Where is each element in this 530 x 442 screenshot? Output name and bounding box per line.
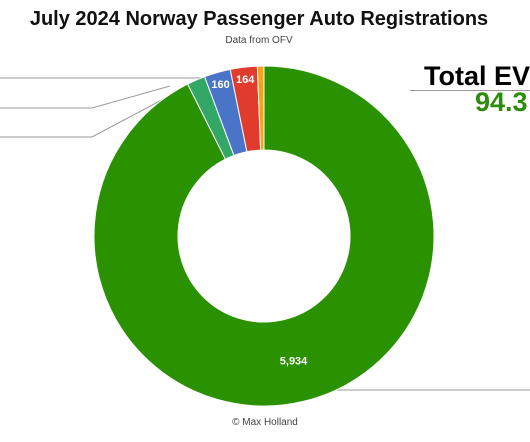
slices xyxy=(93,65,435,407)
slice-0 xyxy=(93,65,435,407)
credit: © Max Holland xyxy=(232,417,298,428)
chart-subtitle: Data from OFV xyxy=(225,35,293,46)
slice-labels: 5,934 160 164 xyxy=(211,74,308,367)
slice-label-3: 164 xyxy=(236,74,255,86)
ev-annotation-value: 94.3 xyxy=(475,87,528,117)
ev-annotation-rule xyxy=(410,90,530,91)
leader-lines xyxy=(0,77,530,391)
slice-label-2: 160 xyxy=(211,79,229,91)
slice-label-0: 5,934 xyxy=(280,356,308,368)
ev-annotation-label: Total EV xyxy=(424,61,530,91)
slice-4 xyxy=(256,65,265,151)
leader-line-2 xyxy=(0,85,189,138)
chart-title: July 2024 Norway Passenger Auto Registra… xyxy=(29,8,489,30)
leader-line-1 xyxy=(0,85,171,109)
